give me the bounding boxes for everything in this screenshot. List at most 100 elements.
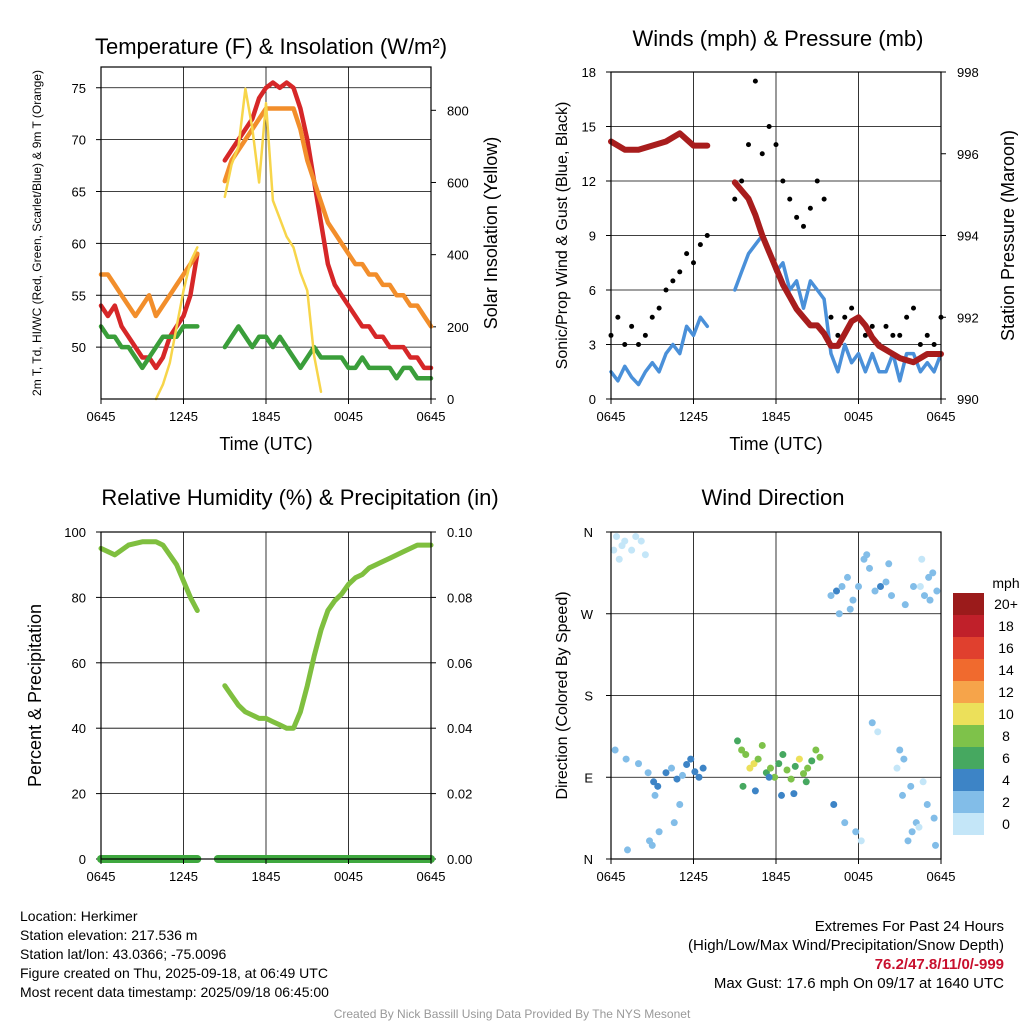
- direction-point: [635, 760, 642, 768]
- direction-point: [691, 768, 699, 776]
- y-tick-label: 80: [72, 590, 86, 605]
- direction-point: [758, 741, 766, 749]
- x-tick-label: 0645: [927, 869, 956, 884]
- direction-point: [613, 533, 620, 541]
- y-tick-label: W: [581, 607, 594, 622]
- x-tick-label: 0645: [87, 869, 116, 884]
- gust-point: [911, 305, 916, 311]
- x-tick-label: 1845: [762, 869, 791, 884]
- location-text: Location: Herkimer: [20, 908, 138, 924]
- direction-point: [915, 823, 923, 831]
- direction-point: [795, 755, 803, 763]
- direction-point: [650, 778, 658, 786]
- gust-point: [759, 151, 765, 157]
- panel-3: [101, 532, 431, 859]
- direction-point: [893, 764, 901, 772]
- y-tick-label: 65: [72, 185, 86, 200]
- series-line-4: [223, 87, 323, 394]
- gust-point: [766, 124, 772, 129]
- direction-point: [885, 560, 893, 568]
- direction-point: [852, 828, 860, 836]
- direction-point: [846, 605, 854, 613]
- direction-point: [615, 555, 623, 563]
- direction-point: [679, 771, 686, 779]
- gust-point: [677, 269, 683, 275]
- direction-point: [877, 583, 884, 590]
- gust-point: [814, 178, 820, 184]
- x-tick-label: 1845: [252, 409, 281, 424]
- y2-tick-label: 996: [957, 147, 979, 162]
- colorbar-label: 16: [998, 640, 1014, 656]
- direction-point: [651, 791, 659, 799]
- x-tick-label: 0045: [334, 869, 363, 884]
- gust-point: [904, 314, 910, 320]
- extremes-values: 76.2/47.8/11/0/-999: [874, 956, 1004, 973]
- chart-title: Winds (mph) & Pressure (mb): [633, 26, 924, 51]
- series-line-3: [731, 179, 944, 366]
- y2-tick-label: 994: [957, 229, 979, 244]
- direction-point: [808, 757, 816, 765]
- direction-point: [644, 769, 652, 777]
- direction-point: [622, 755, 630, 763]
- direction-point: [771, 773, 779, 781]
- series-line-2: [222, 542, 434, 731]
- y-tick-label: 20: [72, 787, 86, 802]
- chart-title: Relative Humidity (%) & Precipitation (i…: [101, 485, 498, 510]
- direction-point: [775, 760, 783, 768]
- colorbar-label: 0: [1002, 816, 1010, 832]
- series-line-1: [222, 80, 434, 371]
- gust-point: [842, 314, 848, 320]
- x-tick-label: 0645: [417, 409, 446, 424]
- y2-tick-label: 600: [447, 175, 469, 190]
- direction-point: [787, 775, 795, 783]
- gust-point: [780, 178, 786, 184]
- colorbar-swatch: [953, 659, 984, 681]
- direction-point: [624, 846, 631, 854]
- x-axis-label: Time (UTC): [729, 434, 822, 454]
- y-tick-label: 50: [72, 340, 86, 355]
- y-tick-label: 60: [72, 656, 86, 671]
- direction-point: [751, 787, 759, 795]
- direction-point: [907, 782, 915, 790]
- direction-point: [800, 770, 807, 778]
- direction-point: [802, 778, 810, 786]
- y-tick-label: 100: [64, 525, 86, 540]
- gust-point: [828, 314, 834, 320]
- direction-point: [918, 555, 926, 563]
- gust-point: [897, 332, 903, 338]
- gust-point: [890, 332, 896, 338]
- x-tick-label: 0645: [597, 409, 626, 424]
- series-line-2: [222, 106, 434, 329]
- direction-point: [908, 828, 916, 836]
- direction-point: [662, 769, 670, 777]
- chart-title: Wind Direction: [701, 485, 844, 510]
- direction-point: [791, 762, 799, 770]
- gust-point: [787, 196, 793, 202]
- gust-point: [642, 332, 648, 338]
- direction-point: [910, 583, 917, 590]
- direction-point: [750, 760, 758, 768]
- direction-point: [882, 578, 890, 586]
- extremes-panel: Extremes For Past 24 Hours (High/Low/Max…: [688, 917, 1004, 993]
- direction-point: [778, 791, 785, 799]
- direction-point: [923, 801, 931, 808]
- gust-point: [794, 214, 800, 220]
- direction-point: [804, 764, 812, 772]
- station-info: Location: Herkimer Station elevation: 21…: [20, 907, 329, 1002]
- direction-point: [668, 764, 675, 772]
- gust-point: [883, 323, 889, 329]
- direction-point: [738, 746, 746, 754]
- direction-point: [901, 601, 909, 609]
- x-tick-label: 1845: [762, 409, 791, 424]
- y2-axis-label: Station Pressure (Maroon): [998, 130, 1018, 341]
- x-tick-label: 1245: [169, 869, 198, 884]
- direction-point: [896, 746, 904, 754]
- y-tick-label: 70: [72, 133, 86, 148]
- direction-point: [874, 728, 882, 736]
- direction-point: [610, 546, 618, 554]
- series-line-3: [222, 324, 434, 381]
- colorbar-label: 8: [1002, 728, 1010, 744]
- colorbar-swatch: [953, 813, 984, 835]
- y-tick-label: 0: [79, 852, 86, 867]
